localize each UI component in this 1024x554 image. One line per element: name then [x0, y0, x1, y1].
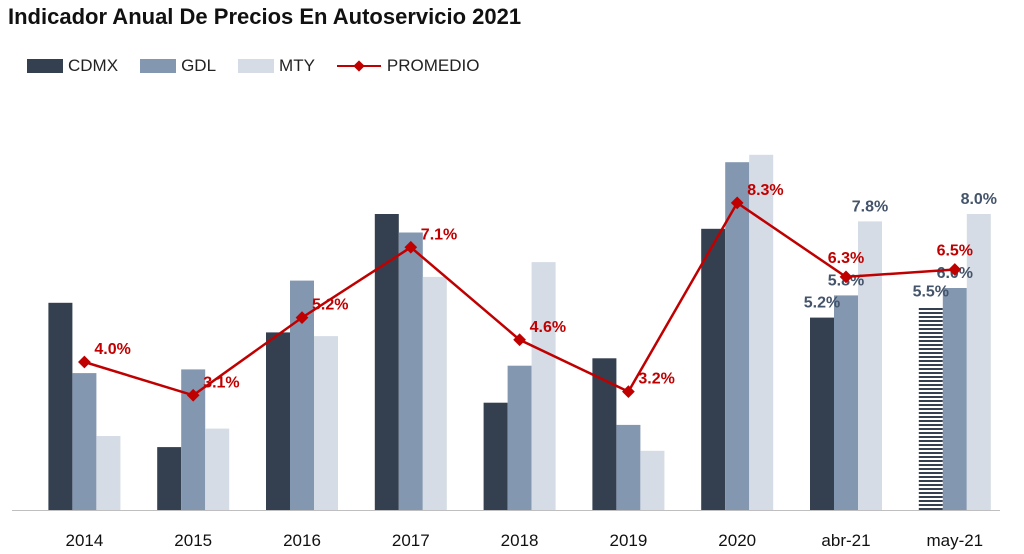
- avg-label-2017: 7.1%: [421, 226, 457, 243]
- bar-gdl-abr-21: [834, 295, 858, 510]
- point-promedio-2017: [404, 240, 418, 254]
- bar-label-mty-abr-21: 7.8%: [852, 198, 888, 215]
- avg-label-2019: 3.2%: [638, 371, 674, 388]
- legend-label-promedio: PROMEDIO: [386, 56, 480, 75]
- avg-label-2015: 3.1%: [203, 374, 239, 391]
- bar-cdmx-2015: [157, 447, 182, 510]
- bar-cdmx-2018: [483, 402, 508, 510]
- bar-gdl-2017: [398, 232, 423, 510]
- bar-cdmx-may-21: [918, 306, 943, 510]
- bar-cdmx-abr-21: [810, 317, 834, 510]
- bar-gdl-2019: [616, 424, 641, 510]
- bar-mty-2016: [314, 336, 338, 510]
- bar-mty-2014: [96, 436, 121, 510]
- legend-label-gdl: GDL: [181, 56, 217, 75]
- point-promedio-2014: [78, 355, 91, 369]
- x-tick-label-2014: 2014: [65, 531, 103, 550]
- bar-mty-2018: [531, 262, 556, 510]
- bar-gdl-may-21: [942, 288, 967, 510]
- legend-line-promedio: [336, 59, 381, 73]
- x-tick-label-2018: 2018: [501, 531, 539, 550]
- legend-item-gdl: GDL: [140, 56, 216, 76]
- avg-label-2016: 5.2%: [312, 297, 348, 314]
- legend-swatch-cdmx: [27, 59, 63, 73]
- legend-swatch-mty: [238, 59, 275, 73]
- bar-cdmx-2014: [48, 302, 73, 510]
- bar-mty-2020: [749, 154, 774, 511]
- bar-mty-2017: [422, 276, 447, 510]
- bar-gdl-2018: [507, 365, 532, 510]
- x-tick-label-2019: 2019: [609, 531, 647, 550]
- avg-label-2014: 4.0%: [94, 341, 130, 358]
- bar-mty-2015: [205, 428, 230, 510]
- x-tick-label-may-21: may-21: [926, 531, 983, 550]
- avg-label-2018: 4.6%: [530, 319, 566, 336]
- legend-item-mty: MTY: [238, 56, 315, 76]
- x-tick-label-2020: 2020: [718, 531, 756, 550]
- bar-mty-2019: [640, 450, 665, 510]
- point-promedio-2016: [295, 311, 309, 324]
- legend-swatch-gdl: [140, 59, 177, 73]
- avg-label-may-21: 6.5%: [937, 243, 973, 260]
- legend: CDMX GDL MTY PROMEDIO: [27, 56, 501, 76]
- bar-label-cdmx-abr-21: 5.2%: [804, 295, 840, 312]
- chart-title: Indicador Anual De Precios En Autoservic…: [8, 4, 522, 29]
- x-tick-label-2016: 2016: [283, 531, 321, 550]
- bar-cdmx-2016: [266, 332, 290, 510]
- point-promedio-2019: [622, 385, 635, 398]
- bar-mty-abr-21: [858, 221, 882, 510]
- legend-label-mty: MTY: [279, 56, 315, 75]
- bar-mty-may-21: [966, 214, 991, 510]
- legend-label-cdmx: CDMX: [68, 56, 119, 75]
- avg-label-2020: 8.3%: [747, 182, 783, 199]
- legend-item-cdmx: CDMX: [27, 56, 118, 76]
- point-promedio-2015: [186, 388, 200, 402]
- bar-label-cdmx-may-21: 5.5%: [913, 284, 949, 301]
- x-tick-label-2017: 2017: [392, 531, 430, 550]
- bar-gdl-2020: [725, 162, 750, 510]
- bar-cdmx-2020: [701, 228, 726, 511]
- avg-label-abr-21: 6.3%: [828, 250, 864, 267]
- bar-label-mty-may-21: 8.0%: [961, 191, 997, 208]
- bar-gdl-2014: [72, 373, 97, 510]
- x-tick-label-abr-21: abr-21: [821, 531, 870, 550]
- x-tick-label-2015: 2015: [174, 531, 212, 550]
- legend-item-promedio: PROMEDIO: [336, 56, 480, 76]
